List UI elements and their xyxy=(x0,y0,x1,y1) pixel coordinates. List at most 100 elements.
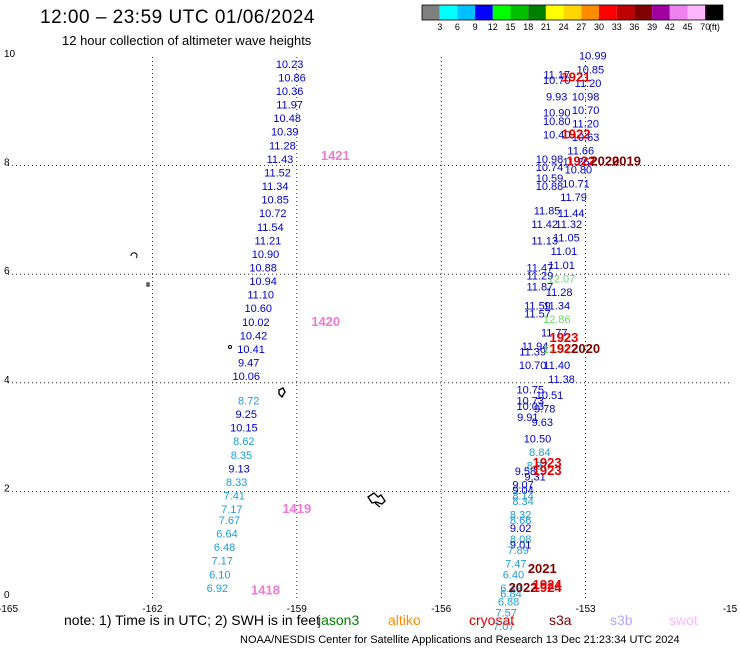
colorbar-level: 36 xyxy=(629,22,639,32)
sat-legend-s3b: s3b xyxy=(610,612,633,628)
x-tick-label: -15 xyxy=(723,604,738,615)
colorbar-swatch xyxy=(422,5,440,20)
wave-height-label: 10.03 xyxy=(516,401,544,413)
wave-height-label: 10.98 xyxy=(536,154,564,166)
y-tick-label: 8 xyxy=(4,158,10,169)
wave-height-label: 7.67 xyxy=(219,515,240,527)
colorbar-level: 39 xyxy=(647,22,657,32)
wave-height-label: 6.92 xyxy=(207,583,228,595)
wave-height-label: 10.63 xyxy=(572,132,600,144)
wave-height-label: 11.21 xyxy=(255,235,282,247)
wave-height-label: 10.70 xyxy=(519,360,547,372)
credit-footer: NOAA/NESDIS Center for Satellite Applica… xyxy=(240,634,680,646)
time-label: 2021 xyxy=(528,561,557,576)
wave-height-label: 9.25 xyxy=(236,409,257,421)
wave-height-label: 11.40 xyxy=(543,360,570,372)
wave-height-label: 10.06 xyxy=(232,371,260,383)
colorbar-level: 21 xyxy=(541,22,551,32)
wave-height-label: 10.75 xyxy=(516,385,544,397)
time-label: 1921 xyxy=(562,69,591,84)
wave-height-label: 9.02 xyxy=(510,523,531,535)
island-small-2 xyxy=(146,282,150,287)
wave-height-label: 10.94 xyxy=(249,276,277,288)
colorbar-level: 6 xyxy=(455,22,460,32)
colorbar: 3 6 9 12 15 18 21 24 27 30 33 36 39 42 45 70(ft) xyxy=(421,4,724,32)
wave-height-label: 11.59 xyxy=(524,300,551,312)
wave-height-label: 10.51 xyxy=(536,390,564,402)
colorbar-level: 45 xyxy=(682,22,692,32)
wave-height-label: 11.57 xyxy=(524,309,551,321)
time-labels: 1421142014191418192119221922202020191923… xyxy=(251,69,641,597)
colorbar-level: 33 xyxy=(612,22,622,32)
colorbar-level: 70 xyxy=(700,22,710,32)
time-label: 1922 xyxy=(549,341,578,356)
wave-height-label: 11.32 xyxy=(555,219,582,231)
wave-height-label: 9.91 xyxy=(517,412,538,424)
colorbar-level: 18 xyxy=(523,22,533,32)
time-label: 1923 xyxy=(533,455,562,470)
wave-height-label: 9.78 xyxy=(534,404,555,416)
wave-height-label: 7.41 xyxy=(224,491,245,503)
wave-height-label: 10.71 xyxy=(562,178,590,190)
wave-height-label: 11.97 xyxy=(276,100,303,112)
wave-height-label: 6.40 xyxy=(503,569,524,581)
wave-height-label: 6.48 xyxy=(214,542,235,554)
wave-height-label: 8.62 xyxy=(233,436,254,448)
colorbar-swatch xyxy=(705,5,723,20)
y-tick-label: 0 xyxy=(4,590,10,601)
sat-legend-swot: swot xyxy=(669,612,698,628)
wave-height-label: 10.99 xyxy=(579,51,607,63)
wave-height-label: 10.41 xyxy=(237,344,265,356)
wave-height-label: 11.94 xyxy=(522,341,549,353)
time-label: 1923 xyxy=(533,463,562,478)
wave-height-label: 11.66 xyxy=(567,146,594,158)
y-tick-label: 2 xyxy=(4,483,10,494)
wave-height-label: 7.17 xyxy=(211,556,232,568)
colorbar-swatch xyxy=(475,5,493,20)
wave-height-label: 10.60 xyxy=(245,303,273,315)
time-label: 1923 xyxy=(549,330,578,345)
wave-height-label: 9.04 xyxy=(512,485,533,497)
time-label: 2020 xyxy=(590,154,619,169)
colorbar-swatch xyxy=(510,5,529,20)
wave-height-label: 10.23 xyxy=(276,59,304,71)
wave-height-label: 9.07 xyxy=(512,480,533,492)
wave-height-label: 11.47 xyxy=(527,262,554,274)
wave-height-label: 10.50 xyxy=(524,434,552,446)
wave-height-label: 9.13 xyxy=(228,463,249,475)
wave-height-label: 11.85 xyxy=(534,205,561,217)
wave-height-label: 10.39 xyxy=(271,127,299,139)
wave-height-label: 11.54 xyxy=(257,222,284,234)
bottom-note: note: 1) Time is in UTC; 2) SWH is in fe… xyxy=(64,612,320,628)
island-nihoa-coast xyxy=(278,387,286,399)
wave-height-label: 9.58 xyxy=(515,466,536,478)
wave-height-label: 11.29 xyxy=(527,271,554,283)
wave-height-label: 10.98 xyxy=(572,91,600,103)
wave-height-label: 8.66 xyxy=(510,515,531,527)
colorbar-swatch xyxy=(687,5,706,20)
x-tick-label: -165 xyxy=(0,604,18,615)
y-tick-label: 6 xyxy=(4,266,10,277)
wave-height-label: 10.90 xyxy=(543,108,571,120)
wave-height-label: 10.40 xyxy=(543,129,571,141)
wave-height-label: 11.28 xyxy=(269,140,296,152)
colorbar-swatch xyxy=(616,5,635,20)
wave-height-label: 8.33 xyxy=(226,477,247,489)
colorbar-swatch xyxy=(457,5,476,20)
wave-height-label: 10.02 xyxy=(242,317,270,329)
wave-height-label: 11.34 xyxy=(262,181,289,193)
wave-height-label: 10.88 xyxy=(536,181,564,193)
colorbar-swatch xyxy=(545,5,564,20)
wave-height-label: 11.20 xyxy=(572,119,599,131)
map-title: 12:00 – 23:59 UTC 01/06/2024 xyxy=(40,7,315,28)
wave-height-label: 11.13 xyxy=(531,235,558,247)
time-label: 1922 xyxy=(562,126,591,141)
wave-height-label: 11.43 xyxy=(267,154,294,166)
wave-height-label: 7.17 xyxy=(221,504,242,516)
wave-height-label: 10.86 xyxy=(278,72,306,84)
wave-height-label: 8.87 xyxy=(527,461,548,473)
wave-height-label: 6.10 xyxy=(209,569,230,581)
wave-height-label: 8.72 xyxy=(238,396,259,408)
wave-height-label: 7.57 xyxy=(495,607,516,619)
time-label: 1924 xyxy=(533,580,563,595)
